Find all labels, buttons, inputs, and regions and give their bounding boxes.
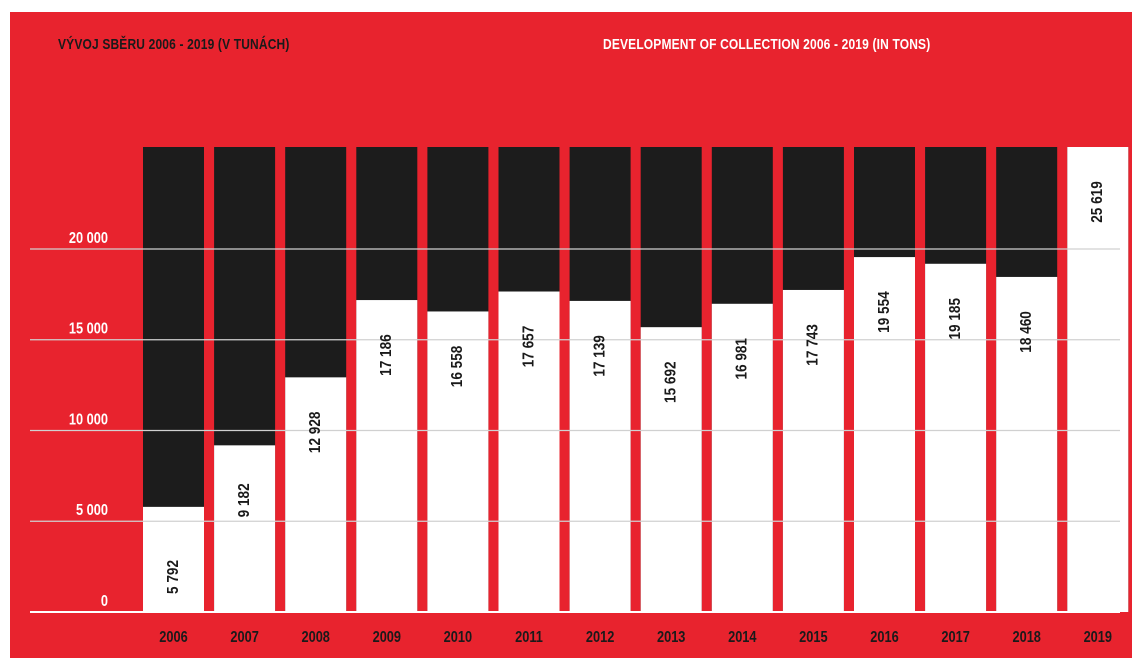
y-tick-label: 0 bbox=[101, 593, 108, 611]
data-label: 18 460 bbox=[1018, 311, 1035, 353]
bar bbox=[711, 303, 773, 612]
bar bbox=[782, 289, 844, 612]
x-tick-label: 2016 bbox=[870, 629, 898, 647]
data-label: 16 558 bbox=[449, 346, 466, 388]
x-tick-label: 2011 bbox=[515, 629, 543, 647]
data-label: 16 981 bbox=[734, 338, 751, 380]
data-label: 9 182 bbox=[236, 483, 253, 517]
bar bbox=[996, 276, 1058, 612]
x-tick-label: 2006 bbox=[159, 629, 187, 647]
data-label: 12 928 bbox=[307, 412, 324, 454]
chart-title-czech: VÝVOJ SBĚRU 2006 - 2019 (V TUNÁCH) bbox=[58, 36, 290, 53]
data-label: 5 792 bbox=[165, 560, 182, 594]
x-tick-label: 2013 bbox=[657, 629, 685, 647]
x-tick-label: 2019 bbox=[1084, 629, 1112, 647]
data-label: 17 186 bbox=[378, 334, 395, 376]
bar bbox=[285, 377, 347, 612]
bar bbox=[925, 263, 987, 612]
bar bbox=[1067, 147, 1129, 612]
bar bbox=[569, 300, 631, 612]
bar bbox=[214, 445, 276, 612]
data-label: 19 554 bbox=[876, 291, 893, 333]
bar bbox=[498, 291, 560, 612]
x-tick-label: 2010 bbox=[444, 629, 472, 647]
bar bbox=[356, 300, 418, 612]
data-label: 19 185 bbox=[947, 298, 964, 340]
x-tick-label: 2018 bbox=[1012, 629, 1040, 647]
data-label: 17 743 bbox=[805, 324, 822, 366]
chart-panel: VÝVOJ SBĚRU 2006 - 2019 (V TUNÁCH) DEVEL… bbox=[10, 12, 1132, 658]
bar bbox=[640, 327, 702, 612]
y-tick-label: 5 000 bbox=[76, 502, 108, 520]
data-label: 25 619 bbox=[1089, 181, 1106, 223]
bar bbox=[427, 311, 489, 612]
x-tick-label: 2012 bbox=[586, 629, 614, 647]
data-label: 17 657 bbox=[520, 326, 537, 368]
x-tick-label: 2008 bbox=[301, 629, 329, 647]
bar bbox=[854, 257, 915, 612]
bar bbox=[143, 506, 204, 612]
y-tick-label: 20 000 bbox=[69, 230, 108, 248]
y-tick-label: 15 000 bbox=[69, 320, 108, 338]
chart-title-english: DEVELOPMENT OF COLLECTION 2006 - 2019 (I… bbox=[603, 36, 931, 53]
data-label: 15 692 bbox=[663, 361, 680, 403]
y-tick-label: 10 000 bbox=[69, 411, 108, 429]
x-tick-label: 2007 bbox=[230, 629, 258, 647]
x-tick-label: 2014 bbox=[728, 629, 756, 647]
x-tick-label: 2015 bbox=[799, 629, 827, 647]
data-label: 17 139 bbox=[591, 335, 608, 377]
bar-chart: 0 5 000 10 000 15 000 20 000 2006 2007 2008 2009… bbox=[30, 147, 1129, 647]
x-tick-label: 2009 bbox=[373, 629, 401, 647]
x-tick-label: 2017 bbox=[941, 629, 969, 647]
